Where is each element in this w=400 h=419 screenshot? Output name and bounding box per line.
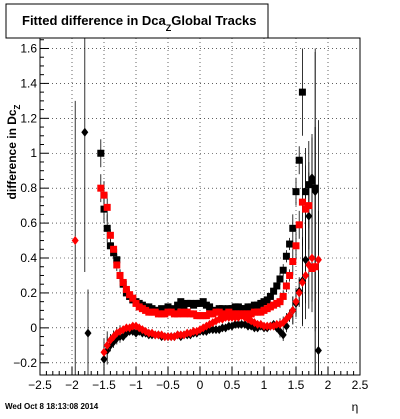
data-point-diamond [103, 340, 111, 350]
data-point-square [177, 298, 185, 306]
y-tick-label: 1.2 [20, 111, 37, 125]
x-axis-label: η [352, 400, 359, 414]
chart-title-main: Fitted difference in Dca [22, 13, 167, 28]
data-point-square [113, 261, 121, 269]
x-tick-label: −2.5 [28, 378, 52, 392]
data-point-square [282, 282, 290, 290]
x-tick-label: −1.5 [92, 378, 116, 392]
data-point-diamond [308, 173, 316, 183]
data-point-square [286, 271, 294, 279]
data-point-square [282, 252, 290, 260]
x-tick-label: 0 [197, 378, 204, 392]
y-tick-label: 0.6 [20, 216, 37, 230]
data-point-diamond [81, 127, 89, 137]
data-point-diamond [305, 260, 313, 270]
data-point-square [270, 287, 278, 295]
data-point-diamond [298, 277, 306, 287]
x-tick-label: −2 [65, 378, 79, 392]
data-point-diamond [302, 255, 310, 265]
data-point-square [276, 275, 284, 283]
data-point-square [106, 231, 114, 239]
data-point-diamond [314, 346, 322, 356]
y-axis-label: difference in DcZ [5, 104, 22, 199]
data-point-diamond [302, 270, 310, 280]
data-points [71, 88, 322, 364]
data-point-diamond [314, 255, 322, 265]
data-point-square [129, 294, 137, 302]
data-point-diamond [311, 262, 319, 272]
data-point-square [292, 188, 300, 196]
data-point-square [97, 149, 105, 157]
y-tick-label: 0 [30, 321, 37, 335]
data-point-square [97, 184, 105, 192]
x-tick-label: 1 [261, 378, 268, 392]
data-point-square [279, 266, 287, 274]
chart-title-tail: Global Tracks [171, 13, 256, 28]
data-point-square [279, 292, 287, 300]
data-point-diamond [308, 253, 316, 263]
data-point-square [266, 292, 274, 300]
data-point-diamond [286, 311, 294, 321]
data-point-square [292, 242, 300, 250]
data-point-square [276, 298, 284, 306]
data-point-square [100, 191, 108, 199]
data-point-diamond [84, 328, 92, 338]
data-point-square [122, 285, 130, 293]
y-tick-label: 1.4 [20, 76, 37, 90]
data-point-diamond [292, 297, 300, 307]
grid [40, 38, 360, 375]
x-tick-label: 2.5 [352, 378, 369, 392]
data-point-square [295, 156, 303, 164]
y-tick-label: 1 [30, 146, 37, 160]
x-tick-label: 0.5 [224, 378, 241, 392]
data-point-square [302, 188, 310, 196]
y-tick-label: 1.6 [20, 41, 37, 55]
axes: −2.5 −2 −1.5 −1 −0.5 0 0.5 1 1.5 2 2.5 −0.2 0 0.2 0.4 0… [13, 39, 369, 392]
data-point-diamond [305, 211, 313, 221]
chart-title: Fitted difference in DcaZGlobal Tracks [22, 13, 257, 33]
data-point-diamond [71, 236, 79, 246]
data-point-diamond [100, 347, 108, 357]
y-tick-label: −0.2 [13, 356, 37, 370]
data-point-square [298, 88, 306, 96]
x-tick-label: −0.5 [156, 378, 180, 392]
y-axis-label-subscript: Z [13, 104, 22, 109]
x-tick-label: 1.5 [288, 378, 305, 392]
data-point-square [113, 256, 121, 264]
data-point-square [103, 203, 111, 211]
data-point-diamond [311, 187, 319, 197]
data-point-diamond [100, 354, 108, 364]
data-point-square [289, 224, 297, 232]
chart-title-subscript: Z [166, 23, 172, 33]
y-tick-label: 0.4 [20, 251, 37, 265]
data-point-diamond [289, 305, 297, 315]
data-point-square [289, 258, 297, 266]
x-tick-label: 2 [325, 378, 332, 392]
data-point-square [273, 282, 281, 290]
data-point-square [298, 198, 306, 206]
x-tick-label: −1 [129, 378, 143, 392]
timestamp: Wed Oct 8 18:13:08 2014 [5, 402, 99, 411]
data-point-square [286, 240, 294, 248]
data-point-square [116, 271, 124, 279]
y-tick-label: 0.8 [20, 181, 37, 195]
y-axis-label-main: difference in Dc [5, 109, 19, 199]
data-point-square [119, 278, 127, 286]
data-point-square [110, 245, 118, 253]
data-point-diamond [279, 330, 287, 340]
data-point-square [103, 224, 111, 232]
y-tick-label: 0.2 [20, 286, 37, 300]
title-box [5, 3, 269, 39]
data-point-square [295, 221, 303, 229]
data-point-square [305, 202, 313, 210]
data-point-diamond [295, 288, 303, 298]
